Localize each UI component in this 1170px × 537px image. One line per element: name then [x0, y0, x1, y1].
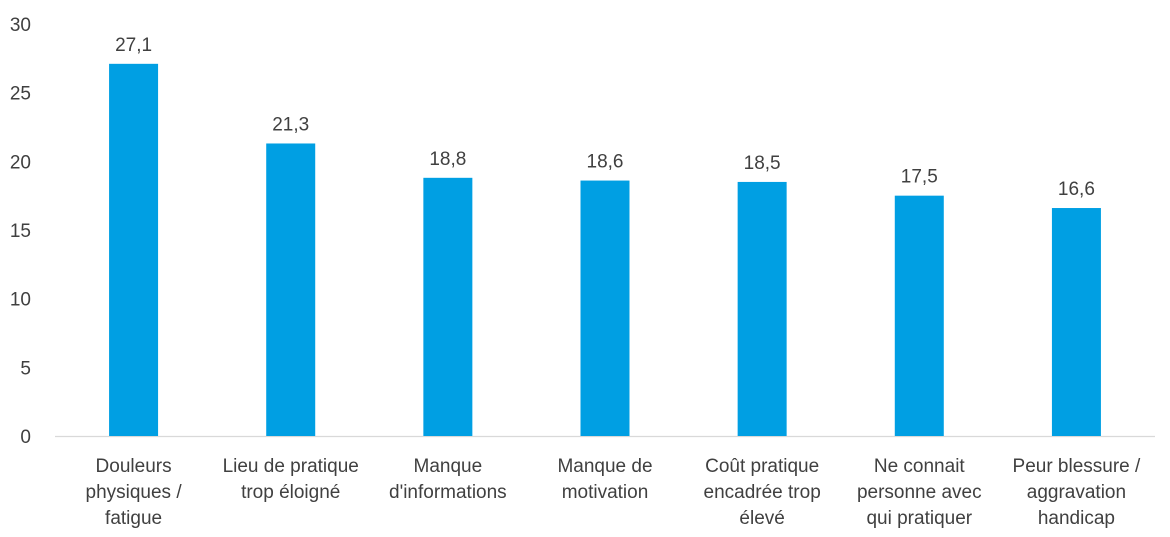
- category-label: Lieu de pratique trop éloigné: [223, 456, 359, 503]
- bar-series: [109, 63, 1101, 437]
- bar: [580, 180, 630, 436]
- category-label: Coût pratique encadrée trop élevé: [704, 456, 821, 529]
- bar: [109, 63, 159, 437]
- bar: [894, 195, 944, 436]
- data-label: 27,1: [115, 35, 152, 56]
- bar: [737, 181, 787, 436]
- bar: [266, 143, 316, 437]
- data-label: 17,5: [901, 167, 938, 188]
- category-label: Ne connait personne avec qui pratiquer: [857, 456, 982, 529]
- category-label: Douleurs physiques / fatigue: [86, 456, 183, 529]
- y-tick-label: 0: [20, 427, 31, 448]
- y-tick-label: 20: [10, 152, 31, 173]
- category-label: Manque d'informations: [389, 456, 507, 503]
- y-tick-label: 30: [10, 15, 31, 36]
- category-label: Manque de motivation: [557, 456, 652, 503]
- y-tick-label: 15: [10, 221, 31, 242]
- data-label: 16,6: [1058, 179, 1095, 200]
- y-tick-label: 10: [10, 290, 31, 311]
- bar: [1051, 208, 1101, 436]
- data-label: 18,5: [744, 153, 781, 174]
- bar: [423, 177, 473, 436]
- y-tick-label: 5: [20, 358, 31, 379]
- category-label: Peur blessure / aggravation handicap: [1013, 456, 1142, 529]
- y-tick-label: 25: [10, 84, 31, 105]
- data-label: 18,8: [429, 149, 466, 170]
- y-axis: 0 5 10 15 20 25 30: [10, 15, 31, 448]
- data-label: 18,6: [587, 152, 624, 173]
- category-labels: Douleurs physiques / fatigue Lieu de pratiq…: [86, 456, 1142, 529]
- data-labels: 27,1 21,3 18,8 18,6 18,5 17,5 16,6: [115, 35, 1095, 200]
- data-label: 21,3: [272, 114, 309, 135]
